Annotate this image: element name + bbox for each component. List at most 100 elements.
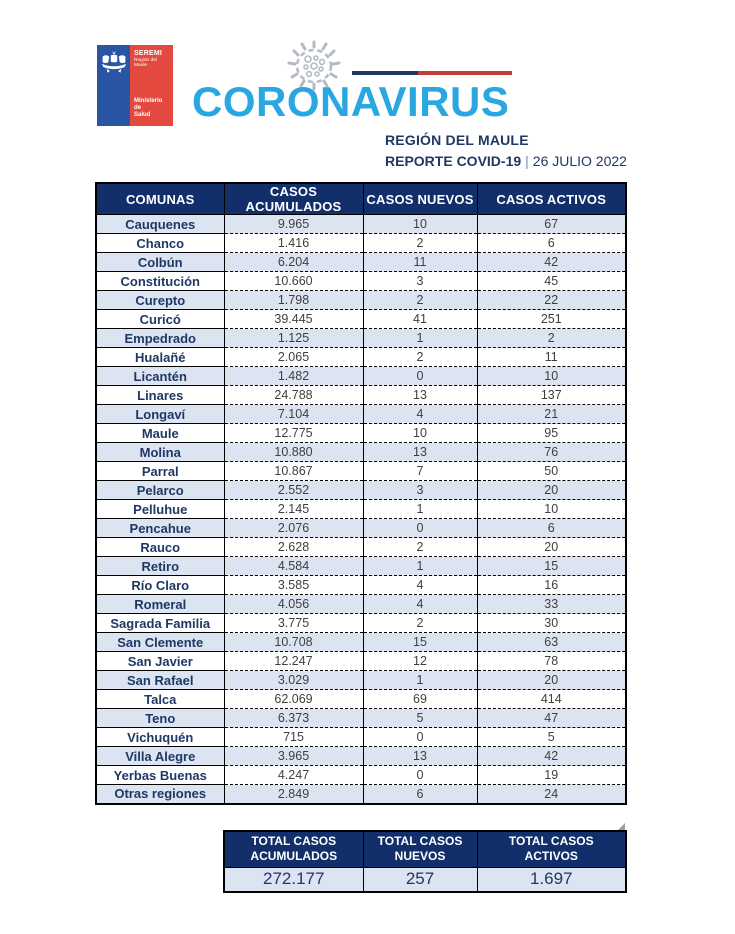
comuna-cell: Rauco xyxy=(95,537,225,557)
table-row: Pencahue 2.076 0 6 xyxy=(95,518,627,538)
coronavirus-icon xyxy=(287,40,341,91)
logo-region-label: Región del Maule xyxy=(134,58,157,68)
cases-table: COMUNAS CASOS ACUMULADOS CASOS NUEVOS CA… xyxy=(95,182,627,805)
activos-cell: 6 xyxy=(476,233,627,253)
nuevos-cell: 5 xyxy=(362,708,478,728)
comuna-cell: Pelluhue xyxy=(95,499,225,519)
acumulados-cell: 7.104 xyxy=(223,404,364,424)
column-header-comunas: COMUNAS xyxy=(95,182,225,215)
activos-cell: 5 xyxy=(476,727,627,747)
activos-cell: 20 xyxy=(476,670,627,690)
nuevos-cell: 13 xyxy=(362,385,478,405)
nuevos-cell: 0 xyxy=(362,366,478,386)
acumulados-cell: 3.585 xyxy=(223,575,364,595)
acumulados-cell: 10.708 xyxy=(223,632,364,652)
nuevos-cell: 4 xyxy=(362,594,478,614)
comuna-cell: Río Claro xyxy=(95,575,225,595)
table-row: Teno 6.373 5 47 xyxy=(95,708,627,728)
activos-cell: 2 xyxy=(476,328,627,348)
nuevos-cell: 4 xyxy=(362,575,478,595)
nuevos-cell: 13 xyxy=(362,442,478,462)
table-body: Cauquenes 9.965 10 67 Chanco 1.416 2 6 C… xyxy=(95,214,627,804)
comuna-cell: Teno xyxy=(95,708,225,728)
table-row: Talca 62.069 69 414 xyxy=(95,689,627,709)
nuevos-cell: 7 xyxy=(362,461,478,481)
activos-cell: 24 xyxy=(476,784,627,804)
activos-cell: 10 xyxy=(476,499,627,519)
comuna-cell: Retiro xyxy=(95,556,225,576)
totals-table: TOTAL CASOS ACUMULADOS TOTAL CASOS NUEVO… xyxy=(223,830,627,893)
comuna-cell: Molina xyxy=(95,442,225,462)
page-title: CORONAVIRUS xyxy=(192,78,510,125)
comuna-cell: Colbún xyxy=(95,252,225,272)
table-row: San Clemente 10.708 15 63 xyxy=(95,632,627,652)
comuna-cell: Otras regiones xyxy=(95,784,225,804)
comuna-cell: Chanco xyxy=(95,233,225,253)
total-nuevos-value: 257 xyxy=(362,866,478,893)
comuna-cell: Vichuquén xyxy=(95,727,225,747)
region-title: REGIÓN DEL MAULE xyxy=(385,132,529,148)
comuna-cell: Constitución xyxy=(95,271,225,291)
comuna-cell: Talca xyxy=(95,689,225,709)
table-row: Rauco 2.628 2 20 xyxy=(95,537,627,557)
acumulados-cell: 1.798 xyxy=(223,290,364,310)
cases-table-header: COMUNAS CASOS ACUMULADOS CASOS NUEVOS CA… xyxy=(95,182,627,215)
comuna-cell: Villa Alegre xyxy=(95,746,225,766)
total-activos-header: TOTAL CASOS ACTIVOS xyxy=(476,830,627,868)
table-row: Empedrado 1.125 1 2 xyxy=(95,328,627,348)
table-row: Cauquenes 9.965 10 67 xyxy=(95,214,627,234)
activos-cell: 15 xyxy=(476,556,627,576)
nuevos-cell: 6 xyxy=(362,784,478,804)
table-row: Villa Alegre 3.965 13 42 xyxy=(95,746,627,766)
table-row: Hualañé 2.065 2 11 xyxy=(95,347,627,367)
acumulados-cell: 2.849 xyxy=(223,784,364,804)
table-row: Longaví 7.104 4 21 xyxy=(95,404,627,424)
comuna-cell: San Javier xyxy=(95,651,225,671)
comuna-cell: Pencahue xyxy=(95,518,225,538)
comuna-cell: Yerbas Buenas xyxy=(95,765,225,785)
activos-cell: 137 xyxy=(476,385,627,405)
acumulados-cell: 715 xyxy=(223,727,364,747)
comuna-cell: Curicó xyxy=(95,309,225,329)
comuna-cell: Linares xyxy=(95,385,225,405)
fill-handle-artifact xyxy=(618,823,625,830)
table-row: Yerbas Buenas 4.247 0 19 xyxy=(95,765,627,785)
nuevos-cell: 10 xyxy=(362,423,478,443)
nuevos-cell: 3 xyxy=(362,480,478,500)
acumulados-cell: 12.775 xyxy=(223,423,364,443)
comuna-cell: Parral xyxy=(95,461,225,481)
ministry-logo: SEREMI Región del Maule Ministerio de Sa… xyxy=(97,45,173,126)
acumulados-cell: 3.775 xyxy=(223,613,364,633)
table-row: Otras regiones 2.849 6 24 xyxy=(95,784,627,804)
activos-cell: 20 xyxy=(476,480,627,500)
nuevos-cell: 0 xyxy=(362,518,478,538)
comuna-cell: Pelarco xyxy=(95,480,225,500)
acumulados-cell: 6.373 xyxy=(223,708,364,728)
column-header-activos: CASOS ACTIVOS xyxy=(476,182,627,215)
table-row: Maule 12.775 10 95 xyxy=(95,423,627,443)
acumulados-cell: 62.069 xyxy=(223,689,364,709)
comuna-cell: Cauquenes xyxy=(95,214,225,234)
activos-cell: 6 xyxy=(476,518,627,538)
table-row: Chanco 1.416 2 6 xyxy=(95,233,627,253)
nuevos-cell: 4 xyxy=(362,404,478,424)
nuevos-cell: 15 xyxy=(362,632,478,652)
acumulados-cell: 3.965 xyxy=(223,746,364,766)
nuevos-cell: 69 xyxy=(362,689,478,709)
flag-accent-line xyxy=(352,71,512,75)
nuevos-cell: 13 xyxy=(362,746,478,766)
comuna-cell: Empedrado xyxy=(95,328,225,348)
table-row: Molina 10.880 13 76 xyxy=(95,442,627,462)
acumulados-cell: 2.076 xyxy=(223,518,364,538)
report-label: REPORTE COVID-19 xyxy=(385,153,522,169)
acumulados-cell: 9.965 xyxy=(223,214,364,234)
comuna-cell: Sagrada Familia xyxy=(95,613,225,633)
acumulados-cell: 10.880 xyxy=(223,442,364,462)
acumulados-cell: 6.204 xyxy=(223,252,364,272)
column-header-acumulados: CASOS ACUMULADOS xyxy=(223,182,364,215)
activos-cell: 78 xyxy=(476,651,627,671)
activos-cell: 30 xyxy=(476,613,627,633)
table-row: Río Claro 3.585 4 16 xyxy=(95,575,627,595)
flag-line-blue-segment xyxy=(352,71,418,75)
